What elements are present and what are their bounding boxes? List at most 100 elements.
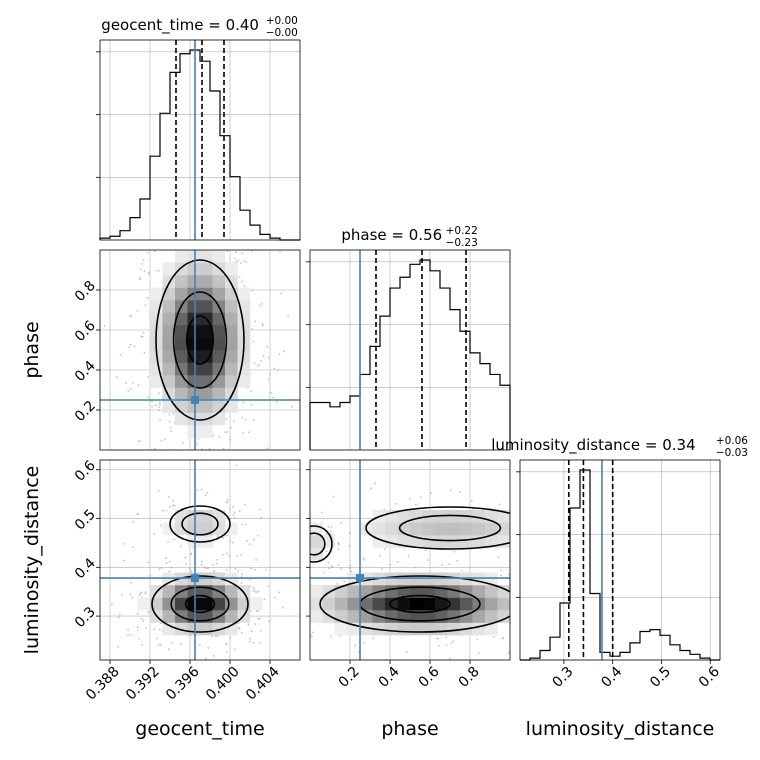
sample-point <box>330 635 332 638</box>
panel-frame <box>309 249 511 451</box>
density-cell <box>212 622 226 636</box>
density-cell <box>310 535 323 548</box>
sample-point <box>255 558 258 561</box>
title-plus: +0.06 <box>716 435 748 447</box>
density-cell <box>447 597 461 611</box>
density-cell <box>372 597 386 611</box>
sample-point <box>259 641 261 644</box>
density-cell <box>447 585 461 598</box>
sample-point <box>230 427 233 429</box>
sample-point <box>389 563 392 566</box>
sample-point <box>147 271 150 274</box>
density-cell <box>385 597 398 611</box>
density-cell <box>162 622 176 636</box>
panel-title-luminosity_distance: luminosity_distance = 0.34 <box>491 436 695 455</box>
sample-point <box>158 269 161 272</box>
sample-point <box>190 570 193 573</box>
panel-content <box>310 460 510 660</box>
sample-point <box>234 251 237 254</box>
sample-point <box>247 431 250 434</box>
sample-point <box>139 268 142 271</box>
sample-point <box>212 655 215 657</box>
contour-line <box>170 586 230 622</box>
sample-point <box>275 400 278 403</box>
density-cell <box>347 610 361 623</box>
density-cell <box>200 387 213 401</box>
sample-point <box>215 558 218 561</box>
sample-point <box>235 464 238 467</box>
sample-point <box>147 561 150 564</box>
sample-point <box>139 594 142 597</box>
truth-marker <box>191 574 199 583</box>
density-cell <box>212 287 226 301</box>
sample-point <box>241 280 243 283</box>
density-cell <box>225 300 238 313</box>
density-cell <box>485 585 498 598</box>
hist-panel-phase: phase = 0.56 +0.22−0.23 <box>306 225 511 451</box>
sample-point <box>283 350 285 353</box>
sample-point <box>153 447 156 450</box>
sample-point <box>427 559 429 562</box>
sample-point <box>173 538 176 541</box>
title-minus: −0.00 <box>266 27 298 39</box>
sample-point <box>456 559 459 562</box>
density-cell <box>150 362 163 376</box>
panel-frame <box>99 249 301 451</box>
sample-point <box>354 644 357 647</box>
density-cell <box>162 585 176 598</box>
sample-point <box>500 569 503 572</box>
density-cell <box>162 375 176 388</box>
sample-point <box>330 526 333 528</box>
sample-point <box>240 262 242 264</box>
sample-point <box>243 259 245 262</box>
sample-point <box>225 643 228 646</box>
sample-point <box>497 556 500 559</box>
contour-line <box>184 594 216 614</box>
sample-point <box>137 384 140 386</box>
sample-point <box>256 534 259 537</box>
sample-point <box>274 596 276 599</box>
density-cell <box>137 597 151 611</box>
title-value: phase = 0.56 <box>341 226 442 244</box>
x-axis-label-phase: phase <box>381 718 438 740</box>
sample-point <box>349 567 352 570</box>
density-cell <box>347 585 361 598</box>
sample-point <box>337 541 340 544</box>
sample-point <box>229 508 231 511</box>
density-cell <box>310 597 323 611</box>
density-cell <box>187 262 201 276</box>
sample-point <box>237 570 240 572</box>
density-cell <box>435 597 448 611</box>
density-cell <box>322 597 336 611</box>
density-cell <box>175 312 188 326</box>
density-cell <box>162 312 176 326</box>
sample-point <box>243 284 246 287</box>
density-cell <box>162 337 176 351</box>
density-cell <box>485 622 498 636</box>
density-cell <box>200 510 213 523</box>
sample-point <box>246 539 248 542</box>
density-cell <box>200 522 213 536</box>
sample-point <box>445 644 448 646</box>
density-cell <box>225 610 238 623</box>
sample-point <box>233 648 236 651</box>
y-axis-label-luminosity_distance: luminosity_distance <box>21 466 43 655</box>
sample-point <box>320 511 323 514</box>
sample-point <box>168 413 171 416</box>
density-cell <box>212 275 226 288</box>
sample-point <box>158 392 160 395</box>
sample-point <box>206 491 209 494</box>
sample-point <box>160 567 163 569</box>
density-cell <box>212 325 226 338</box>
sample-point <box>445 636 448 639</box>
sample-point <box>144 592 147 595</box>
density-cell <box>175 510 188 523</box>
sample-point <box>363 641 366 644</box>
sample-point <box>233 511 236 514</box>
density-cell <box>150 312 163 326</box>
sample-point <box>170 641 173 644</box>
density-cell <box>150 375 163 388</box>
sample-point <box>250 404 253 407</box>
sample-point <box>117 645 120 648</box>
density-cell <box>435 535 448 548</box>
